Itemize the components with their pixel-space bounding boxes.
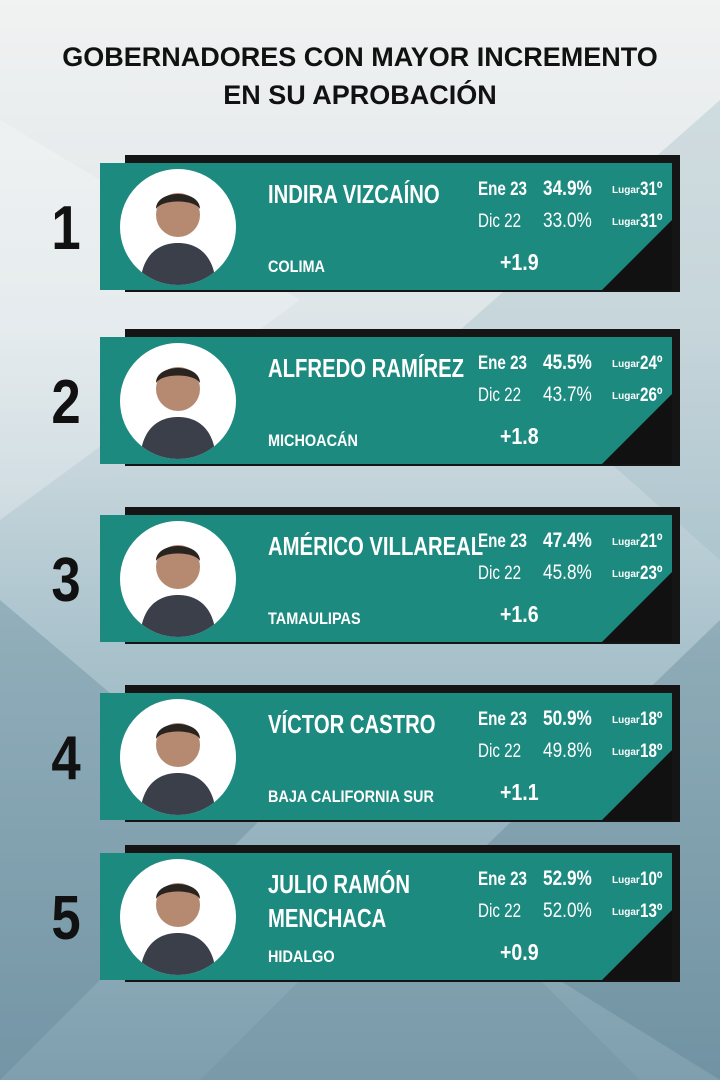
card: AMÉRICO VILLAREAL TAMAULIPAS Ene 23 47.4% Lu… [100, 515, 672, 642]
card: ALFREDO RAMÍREZ MICHOACÁN Ene 23 45.5% Lugar… [100, 337, 672, 464]
portrait [120, 859, 236, 975]
ranking-item: 1 INDIRA VIZCAÍNO COLIMA Ene 23 34.9% Lugar 31… [0, 155, 720, 303]
period: Ene 23 [478, 353, 528, 374]
place: 26º [640, 385, 663, 406]
approval: 47.4% [543, 529, 592, 552]
approval: 49.8% [543, 739, 592, 762]
approval: 34.9% [543, 177, 592, 200]
governor-name: ALFREDO RAMÍREZ [268, 353, 465, 383]
place-label: Lugar [612, 185, 640, 196]
approval: 52.0% [543, 899, 592, 922]
state-name: MICHOACÁN [268, 431, 358, 450]
place-label: Lugar [612, 715, 640, 726]
period: Ene 23 [478, 179, 528, 200]
card: INDIRA VIZCAÍNO COLIMA Ene 23 34.9% Lugar 31º… [100, 163, 672, 290]
place: 18º [640, 741, 663, 762]
corner-triangle [602, 220, 672, 290]
state-name: BAJA CALIFORNIA SUR [268, 787, 434, 806]
period: Dic 22 [478, 563, 522, 584]
title: GOBERNADORES CON MAYOR INCREMENTO EN SU … [0, 38, 720, 114]
change: +1.9 [500, 249, 539, 275]
title-line: GOBERNADORES CON MAYOR INCREMENTO [62, 42, 658, 72]
change: +1.1 [500, 779, 539, 805]
ranking-item: 2 ALFREDO RAMÍREZ MICHOACÁN Ene 23 45.5% Luga… [0, 329, 720, 477]
period: Ene 23 [478, 709, 528, 730]
place: 18º [640, 709, 663, 730]
period: Dic 22 [478, 211, 522, 232]
place: 13º [640, 901, 663, 922]
rank-number: 5 [51, 884, 81, 953]
place: 10º [640, 869, 663, 890]
ranking-item: 3 AMÉRICO VILLAREAL TAMAULIPAS Ene 23 47.4% L… [0, 507, 720, 655]
portrait-silhouette [140, 545, 216, 637]
portrait-silhouette [140, 193, 216, 285]
rank-number: 2 [51, 368, 81, 437]
governor-name: VÍCTOR CASTRO [268, 709, 436, 739]
place-label: Lugar [612, 359, 640, 370]
governor-name: AMÉRICO VILLAREAL [268, 531, 484, 561]
place-label: Lugar [612, 391, 640, 402]
portrait-silhouette [140, 883, 216, 975]
rank-number: 4 [51, 724, 81, 793]
place: 31º [640, 179, 663, 200]
rank-number: 1 [51, 194, 81, 263]
portrait-silhouette [140, 367, 216, 459]
portrait [120, 521, 236, 637]
portrait [120, 169, 236, 285]
approval: 52.9% [543, 867, 592, 890]
place: 24º [640, 353, 663, 374]
card: VÍCTOR CASTRO BAJA CALIFORNIA SUR Ene 23 50… [100, 693, 672, 820]
corner-triangle [602, 750, 672, 820]
place-label: Lugar [612, 747, 640, 758]
change: +0.9 [500, 939, 539, 965]
approval: 43.7% [543, 383, 592, 406]
place-label: Lugar [612, 569, 640, 580]
approval: 45.5% [543, 351, 592, 374]
portrait-silhouette [140, 723, 216, 815]
governor-name: JULIO RAMÓN MENCHACA [268, 869, 410, 933]
state-name: HIDALGO [268, 947, 335, 966]
place: 23º [640, 563, 663, 584]
place: 31º [640, 211, 663, 232]
period: Dic 22 [478, 901, 522, 922]
place-label: Lugar [612, 907, 640, 918]
corner-triangle [602, 572, 672, 642]
change: +1.8 [500, 423, 539, 449]
period: Dic 22 [478, 741, 522, 762]
period: Dic 22 [478, 385, 522, 406]
rank-number: 3 [51, 546, 81, 615]
title-line: EN SU APROBACIÓN [223, 80, 497, 110]
portrait [120, 343, 236, 459]
approval: 50.9% [543, 707, 592, 730]
period: Ene 23 [478, 531, 528, 552]
ranking-item: 4 VÍCTOR CASTRO BAJA CALIFORNIA SUR Ene 23 5… [0, 685, 720, 833]
place-label: Lugar [612, 217, 640, 228]
corner-triangle [602, 910, 672, 980]
card: JULIO RAMÓN MENCHACA HIDALGO Ene 23 52.9% Lu… [100, 853, 672, 980]
approval: 45.8% [543, 561, 592, 584]
ranking-item: 5 JULIO RAMÓN MENCHACA HIDALGO Ene 23 52.9% L… [0, 845, 720, 993]
portrait [120, 699, 236, 815]
governor-name: INDIRA VIZCAÍNO [268, 179, 440, 209]
place: 21º [640, 531, 663, 552]
change: +1.6 [500, 601, 539, 627]
period: Ene 23 [478, 869, 528, 890]
corner-triangle [602, 394, 672, 464]
place-label: Lugar [612, 537, 640, 548]
state-name: TAMAULIPAS [268, 609, 361, 628]
state-name: COLIMA [268, 257, 325, 276]
approval: 33.0% [543, 209, 592, 232]
place-label: Lugar [612, 875, 640, 886]
